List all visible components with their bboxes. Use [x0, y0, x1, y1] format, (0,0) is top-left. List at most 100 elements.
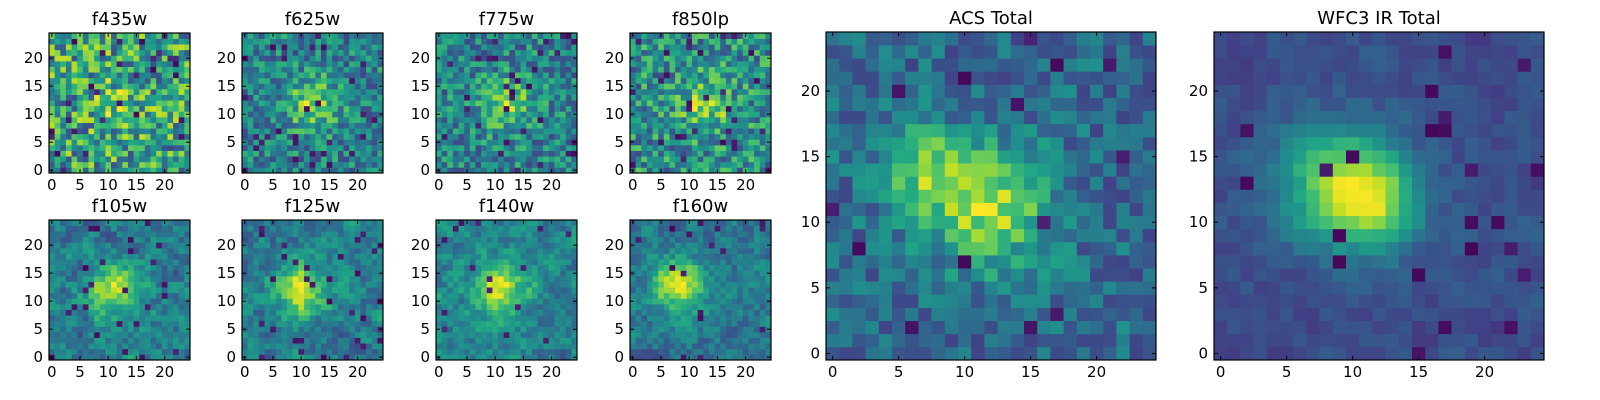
heatmap-cell	[320, 89, 327, 95]
heatmap-cell	[309, 320, 316, 327]
heatmap-cell	[275, 248, 282, 254]
heatmap-cell	[560, 326, 567, 333]
heatmap-cell	[708, 66, 715, 73]
heatmap-cell	[116, 128, 123, 135]
heatmap-cell	[641, 100, 648, 107]
heatmap-cell	[692, 105, 699, 112]
heatmap-cell	[360, 111, 367, 118]
heatmap-cell	[377, 231, 384, 238]
heatmap-cell	[731, 128, 738, 135]
heatmap-cell	[641, 122, 648, 129]
heatmap-cell	[275, 242, 282, 249]
heatmap-cell	[77, 133, 84, 140]
heatmap-cell	[944, 241, 959, 256]
heatmap-cell	[458, 167, 465, 174]
heatmap-cell	[475, 150, 482, 157]
heatmap-cell	[281, 337, 288, 344]
heatmap-cell	[641, 128, 648, 135]
heatmap-cell	[94, 343, 101, 350]
heatmap-cell	[731, 161, 738, 168]
heatmap-cell	[320, 77, 327, 84]
heatmap-cell	[646, 145, 653, 151]
heatmap-cell	[116, 348, 123, 355]
heatmap-cell	[82, 248, 89, 254]
heatmap-cell	[641, 105, 648, 112]
heatmap-cell	[492, 66, 499, 73]
heatmap-cell	[270, 139, 277, 146]
heatmap-cell	[82, 94, 89, 101]
heatmap-cell	[309, 105, 316, 112]
heatmap-cell	[337, 145, 344, 151]
heatmap-cell	[360, 139, 367, 146]
heatmap-cell	[543, 49, 550, 56]
heatmap-cell	[1103, 346, 1117, 361]
heatmap-cell	[731, 139, 738, 146]
heatmap-cell	[309, 225, 316, 232]
heatmap-cell	[737, 145, 744, 151]
heatmap-cell	[447, 100, 454, 107]
heatmap-cell	[447, 122, 454, 129]
heatmap-cell	[509, 122, 516, 129]
heatmap-cell	[366, 270, 373, 277]
heatmap-cell	[122, 276, 129, 282]
heatmap-cell	[686, 100, 693, 107]
heatmap-cell	[343, 225, 350, 232]
heatmap-cell	[737, 133, 744, 140]
heatmap-cell	[139, 100, 146, 107]
heatmap-cell	[105, 225, 112, 232]
heatmap-cell	[82, 287, 89, 294]
heatmap-cell	[486, 89, 493, 95]
heatmap-cell	[503, 89, 510, 95]
heatmap-cell	[931, 202, 946, 217]
heatmap-cell	[958, 346, 972, 361]
heatmap-cell	[65, 150, 72, 157]
axes-frame	[241, 32, 384, 174]
heatmap-cell	[441, 326, 448, 333]
heatmap-cell	[150, 236, 157, 243]
heatmap-cell	[469, 292, 476, 299]
heatmap-cell	[635, 83, 642, 90]
heatmap-cell	[304, 89, 311, 95]
heatmap-cell	[326, 156, 333, 163]
heatmap-cell	[71, 161, 78, 168]
heatmap-cell	[258, 66, 265, 73]
panel-title: f775w	[479, 9, 534, 30]
heatmap-cell	[492, 326, 499, 333]
heatmap-cell	[1076, 58, 1091, 72]
heatmap-cell	[441, 33, 448, 39]
heatmap-cell	[281, 292, 288, 299]
heatmap-cell	[447, 72, 454, 79]
heatmap-cell	[1129, 255, 1144, 269]
heatmap-cell	[315, 49, 322, 56]
heatmap-cell	[663, 44, 670, 51]
heatmap-cell	[720, 105, 727, 112]
heatmap-cell	[349, 55, 356, 62]
heatmap-cell	[264, 270, 271, 277]
heatmap-cell	[543, 133, 550, 140]
x-tick-label: 0	[628, 176, 638, 194]
heatmap-cell	[298, 248, 305, 254]
heatmap-cell	[88, 304, 95, 310]
heatmap-cell	[99, 122, 106, 129]
heatmap-cell	[526, 332, 533, 338]
heatmap-cell	[111, 117, 118, 123]
y-tick-label: 20	[24, 49, 43, 67]
heatmap-cell	[458, 66, 465, 73]
heatmap-cell	[944, 307, 959, 321]
heatmap-cell	[475, 270, 482, 277]
heatmap-cell	[354, 337, 361, 344]
heatmap-cell	[309, 292, 316, 299]
heatmap-cell	[184, 259, 191, 266]
heatmap-cell	[292, 332, 299, 338]
heatmap-cell	[1116, 215, 1130, 230]
heatmap-cell	[167, 231, 174, 238]
heatmap-cell	[77, 66, 84, 73]
heatmap-cell	[127, 320, 134, 327]
heatmap-cell	[452, 49, 459, 56]
panel-title: f850lp	[672, 9, 729, 30]
heatmap-cell	[481, 281, 488, 288]
heatmap-cell	[646, 150, 653, 157]
heatmap-cell	[111, 315, 118, 322]
heatmap-cell	[287, 354, 294, 361]
heatmap-cell	[852, 71, 866, 85]
